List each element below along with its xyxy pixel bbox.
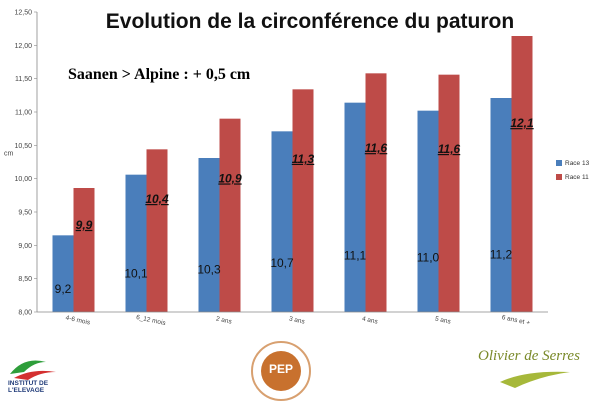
bar-race13 [490,98,512,312]
data-labels: 9,2 9,9 10,1 10,4 10,3 10,9 10,7 11,3 11,1 11,6 11… [55,116,534,296]
bar-race13 [52,235,74,312]
x-tick-label: 4-6 mois [65,315,92,327]
y-tick-label: 8,50 [18,276,32,283]
olivier-de-serres-text: Olivier de Serres [478,348,580,364]
bar-race13 [271,131,293,312]
bar-race13 [417,110,439,313]
data-label-race11: 11,3 [292,152,315,166]
y-tick-label: 9,00 [18,243,32,250]
y-tick-label: 11,50 [15,76,32,83]
data-label-race13: 10,1 [124,267,148,281]
data-label-race13: 10,7 [270,256,294,270]
x-axis: 4-6 mois 6_12 mois 2 ans 3 ans 4 ans 5 ans 6 a… [37,311,548,327]
bar-race11 [365,73,387,312]
pep-logo [251,341,311,401]
data-label-race13: 11,1 [344,249,367,263]
y-tick-label: 11,00 [15,110,32,117]
x-tick-label: 3 ans [288,315,306,325]
y-axis: 8,00 8,50 9,00 9,50 10,00 10,50 11,00 11,50 12,0… [4,10,38,317]
legend-label: Race 13 [565,160,590,167]
y-axis-label: cm [4,150,14,157]
bar-race11 [511,36,533,312]
data-label-race11: 12,1 [510,116,534,130]
data-label-race13: 11,0 [417,251,440,265]
bar-race11 [146,149,168,312]
y-tick-label: 12,00 [14,43,32,50]
x-tick-label: 5 ans [434,315,452,325]
y-tick-label: 8,00 [18,310,32,317]
x-tick-label: 6_12 mois [135,314,167,327]
data-label-race11: 9,9 [76,218,93,232]
institut-elevage-text: INSTITUT DE L'ELEVAGE [8,380,49,394]
bar-race11 [292,89,314,312]
olivier-de-serres-logo [500,371,570,388]
legend-swatch [556,174,562,180]
bars [52,36,533,313]
chart-title: Evolution de la circonférence du paturon [105,10,515,33]
legend: Race 13 Race 11 [556,160,590,181]
bar-race11 [438,74,460,313]
institut-elevage-logo [10,360,56,380]
data-label-race11: 10,4 [145,192,169,206]
pep-logo-text: PEP [268,362,293,376]
y-tick-label: 10,00 [14,176,32,183]
bar-race11 [219,118,241,313]
bar-race13 [344,102,366,313]
bar-race13 [125,174,147,312]
x-tick-label: 6 ans et + [501,314,531,327]
data-label-race11: 11,6 [365,141,388,155]
legend-label: Race 11 [565,174,589,181]
comparison-annotation: Saanen > Alpine : + 0,5 cm [68,66,251,83]
data-label-race13: 11,2 [490,248,513,262]
x-tick-label: 2 ans [215,315,233,325]
data-label-race13: 10,3 [197,263,221,277]
data-label-race11: 10,9 [218,171,242,185]
data-label-race11: 11,6 [438,142,461,156]
y-tick-label: 12,50 [14,10,32,17]
x-tick-label: 4 ans [361,315,379,325]
legend-swatch [556,160,562,166]
y-tick-label: 9,50 [18,210,32,217]
data-label-race13: 9,2 [55,282,72,296]
y-tick-label: 10,50 [14,143,32,150]
bar-race13 [198,158,220,312]
bar-race11 [73,188,95,312]
